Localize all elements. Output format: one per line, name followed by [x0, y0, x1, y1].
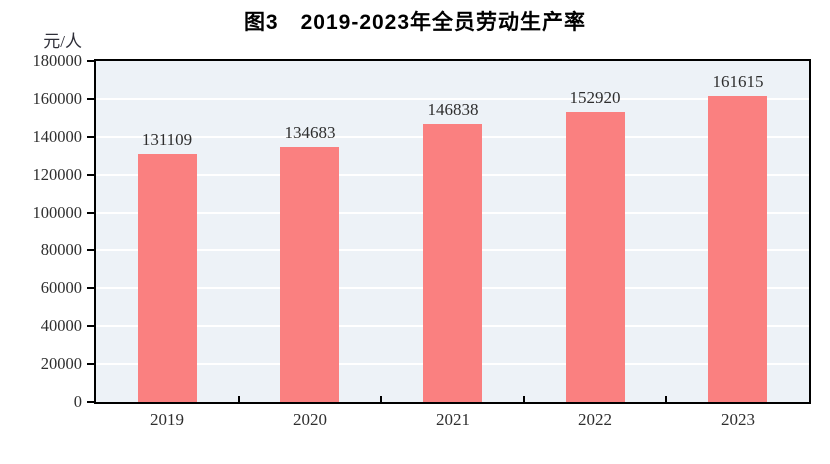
bar: [708, 96, 767, 402]
y-axis-tick-label: 60000: [40, 278, 82, 298]
y-axis-tick-mark: [87, 363, 94, 366]
gridline: [96, 97, 809, 100]
y-axis-tick-mark: [87, 60, 94, 62]
x-axis-tick-label: 2019: [150, 410, 184, 429]
y-axis-tick-label: 160000: [32, 88, 83, 108]
y-axis-tick-label: 140000: [32, 126, 83, 146]
x-axis-tick-label: 2023: [721, 410, 755, 429]
y-axis-tick-label: 0: [73, 392, 82, 411]
bar-value-label: 131109: [141, 130, 193, 149]
y-axis-unit-label: 元/人: [43, 32, 82, 51]
bar-value-label: 134683: [284, 123, 336, 142]
x-axis-tick-label: 2020: [293, 410, 327, 429]
plot-area: 131109 134683 146838 152920 161615: [94, 59, 811, 404]
x-axis-boundary-tick: [238, 396, 240, 402]
y-axis-tick-mark: [87, 173, 94, 176]
bar: [423, 124, 482, 402]
y-axis-tick-mark: [87, 287, 94, 290]
y-axis-tick-mark: [87, 401, 94, 403]
x-axis-boundary-tick: [523, 396, 525, 402]
y-axis-tick-mark: [87, 249, 94, 252]
y-axis-tick-label: 180000: [32, 51, 83, 70]
bar: [138, 154, 197, 402]
y-axis-tick-mark: [87, 97, 94, 100]
y-axis-tick-mark: [87, 211, 94, 214]
chart-title: 图3 2019-2023年全员劳动生产率: [243, 11, 587, 34]
bar: [280, 147, 339, 402]
bar-value-label: 161615: [712, 72, 764, 91]
y-axis-tick-label: 120000: [32, 164, 83, 184]
y-axis-tick-mark: [87, 135, 94, 138]
bar-value-label: 152920: [569, 88, 621, 107]
y-axis-tick-label: 40000: [40, 316, 82, 336]
bar: [566, 112, 625, 402]
bar-value-label: 146838: [427, 100, 479, 119]
x-axis-boundary-tick: [380, 396, 382, 402]
y-axis-tick-label: 20000: [40, 354, 82, 374]
x-axis-boundary-tick: [665, 396, 667, 402]
y-axis-tick-mark: [87, 325, 94, 328]
x-axis-tick-label: 2021: [436, 410, 470, 429]
x-axis-tick-label: 2022: [578, 410, 612, 429]
y-axis-tick-label: 100000: [32, 202, 83, 222]
y-axis-tick-label: 80000: [40, 240, 82, 260]
